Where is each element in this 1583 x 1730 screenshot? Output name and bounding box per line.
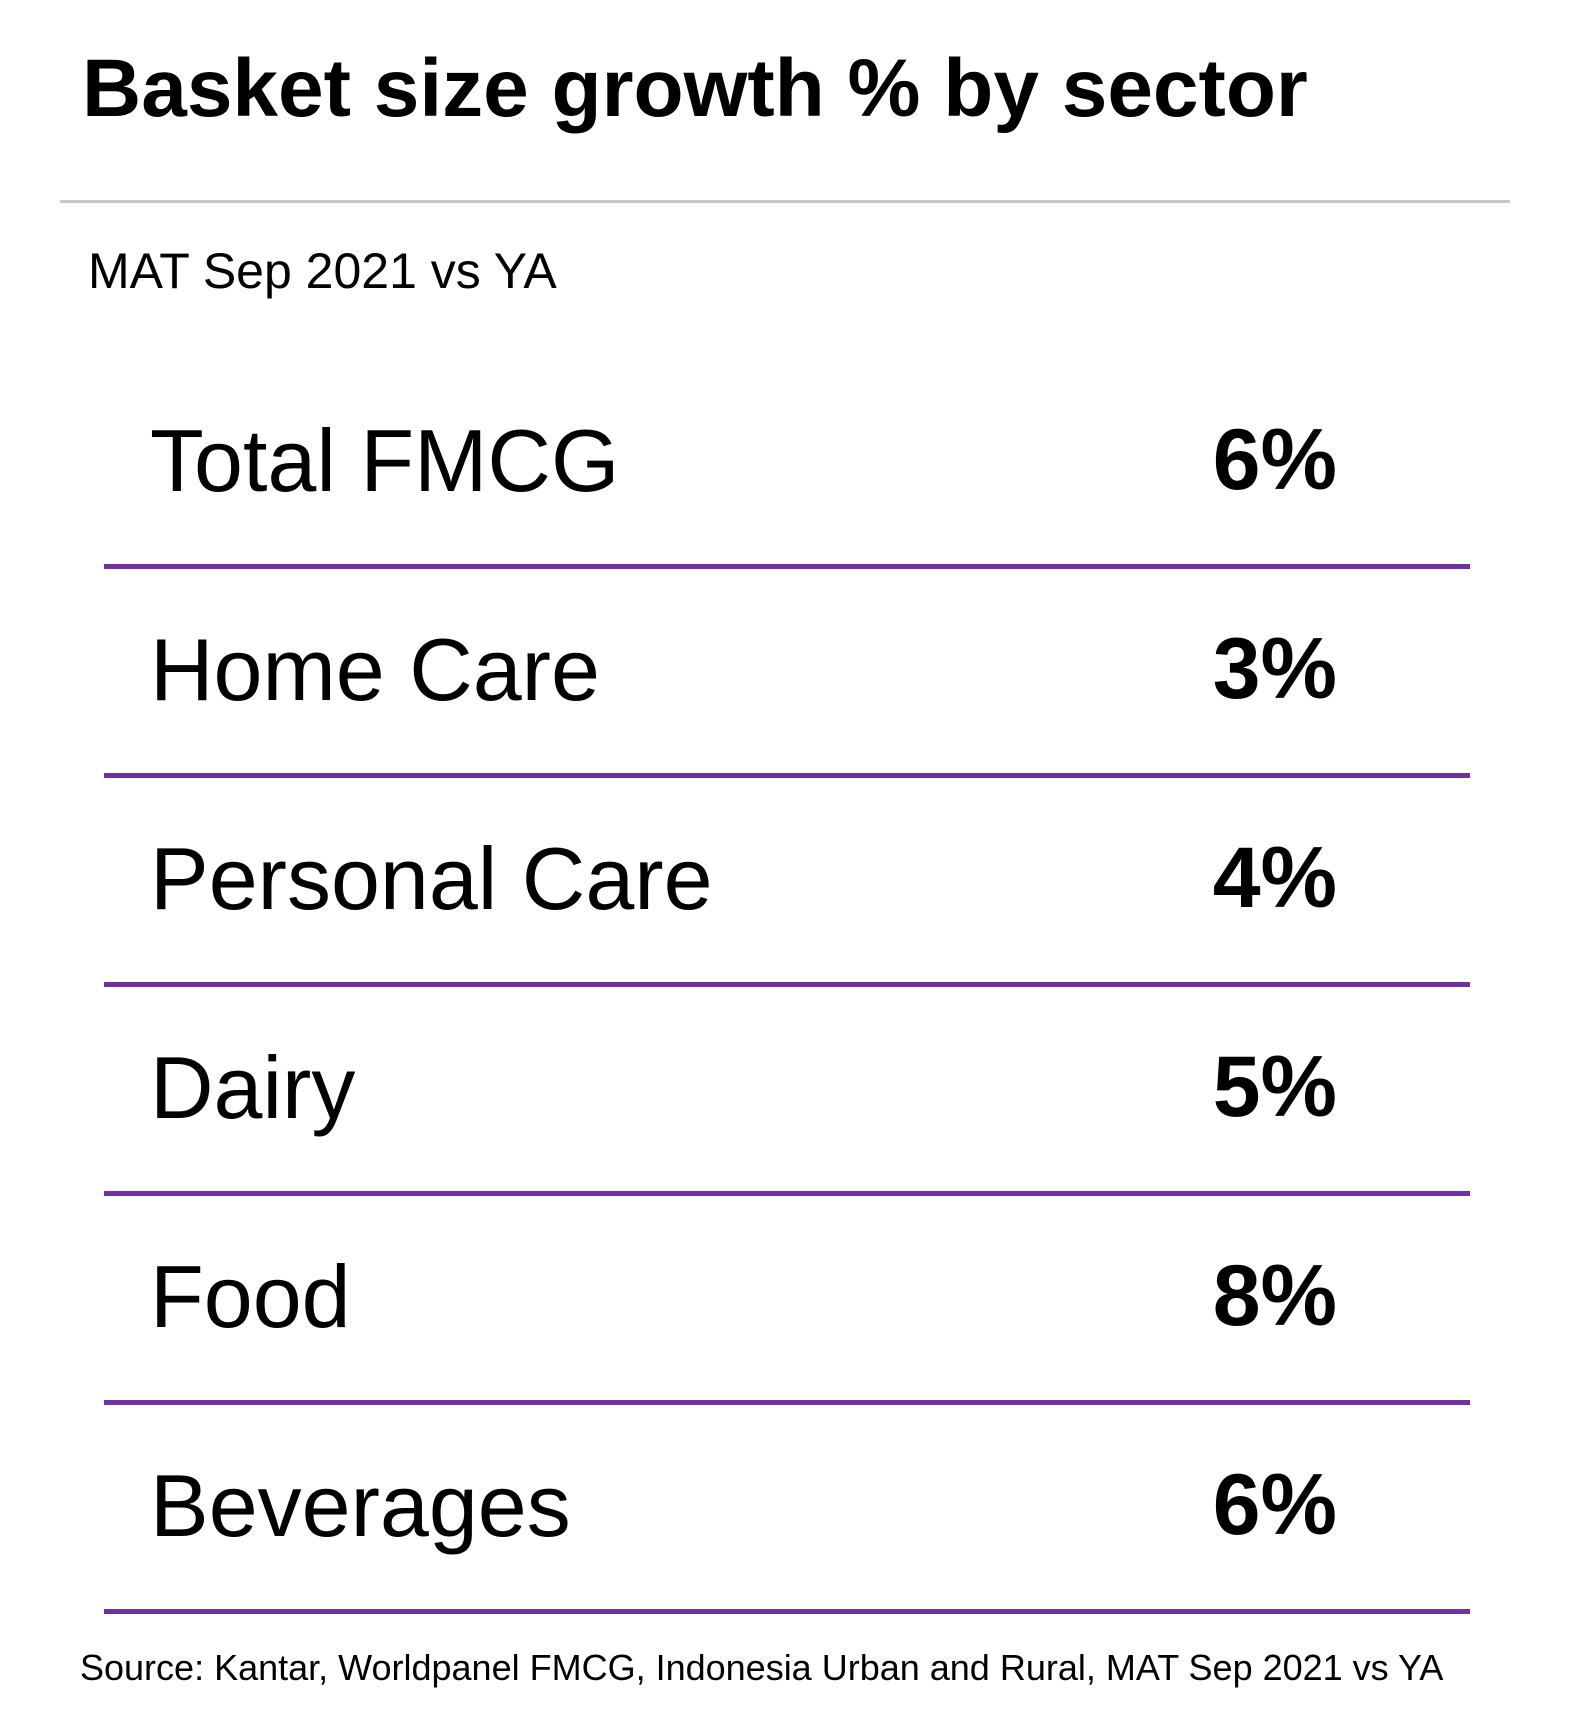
row-label: Personal Care (150, 829, 713, 928)
row-label: Total FMCG (150, 411, 620, 510)
row-label: Beverages (150, 1456, 571, 1555)
chart-subtitle: MAT Sep 2021 vs YA (88, 243, 557, 299)
table-row: Food 8% (104, 1196, 1470, 1405)
row-value: 4% (1212, 830, 1337, 926)
table-row: Beverages 6% (104, 1405, 1470, 1614)
source-note: Source: Kantar, Worldpanel FMCG, Indones… (80, 1647, 1444, 1688)
title-divider (60, 200, 1510, 203)
row-value: 6% (1212, 1457, 1337, 1553)
chart-title: Basket size growth % by sector (82, 43, 1308, 134)
row-label: Dairy (150, 1038, 356, 1137)
row-value: 5% (1212, 1039, 1337, 1135)
row-label: Home Care (150, 620, 600, 719)
table-row: Total FMCG 6% (104, 360, 1470, 569)
row-value: 3% (1212, 621, 1337, 717)
table-row: Dairy 5% (104, 987, 1470, 1196)
row-label: Food (150, 1247, 351, 1346)
table-row: Home Care 3% (104, 569, 1470, 778)
row-value: 8% (1212, 1248, 1337, 1344)
sector-table: Total FMCG 6% Home Care 3% Personal Care… (104, 360, 1470, 1614)
row-value: 6% (1212, 412, 1337, 508)
table-row: Personal Care 4% (104, 778, 1470, 987)
